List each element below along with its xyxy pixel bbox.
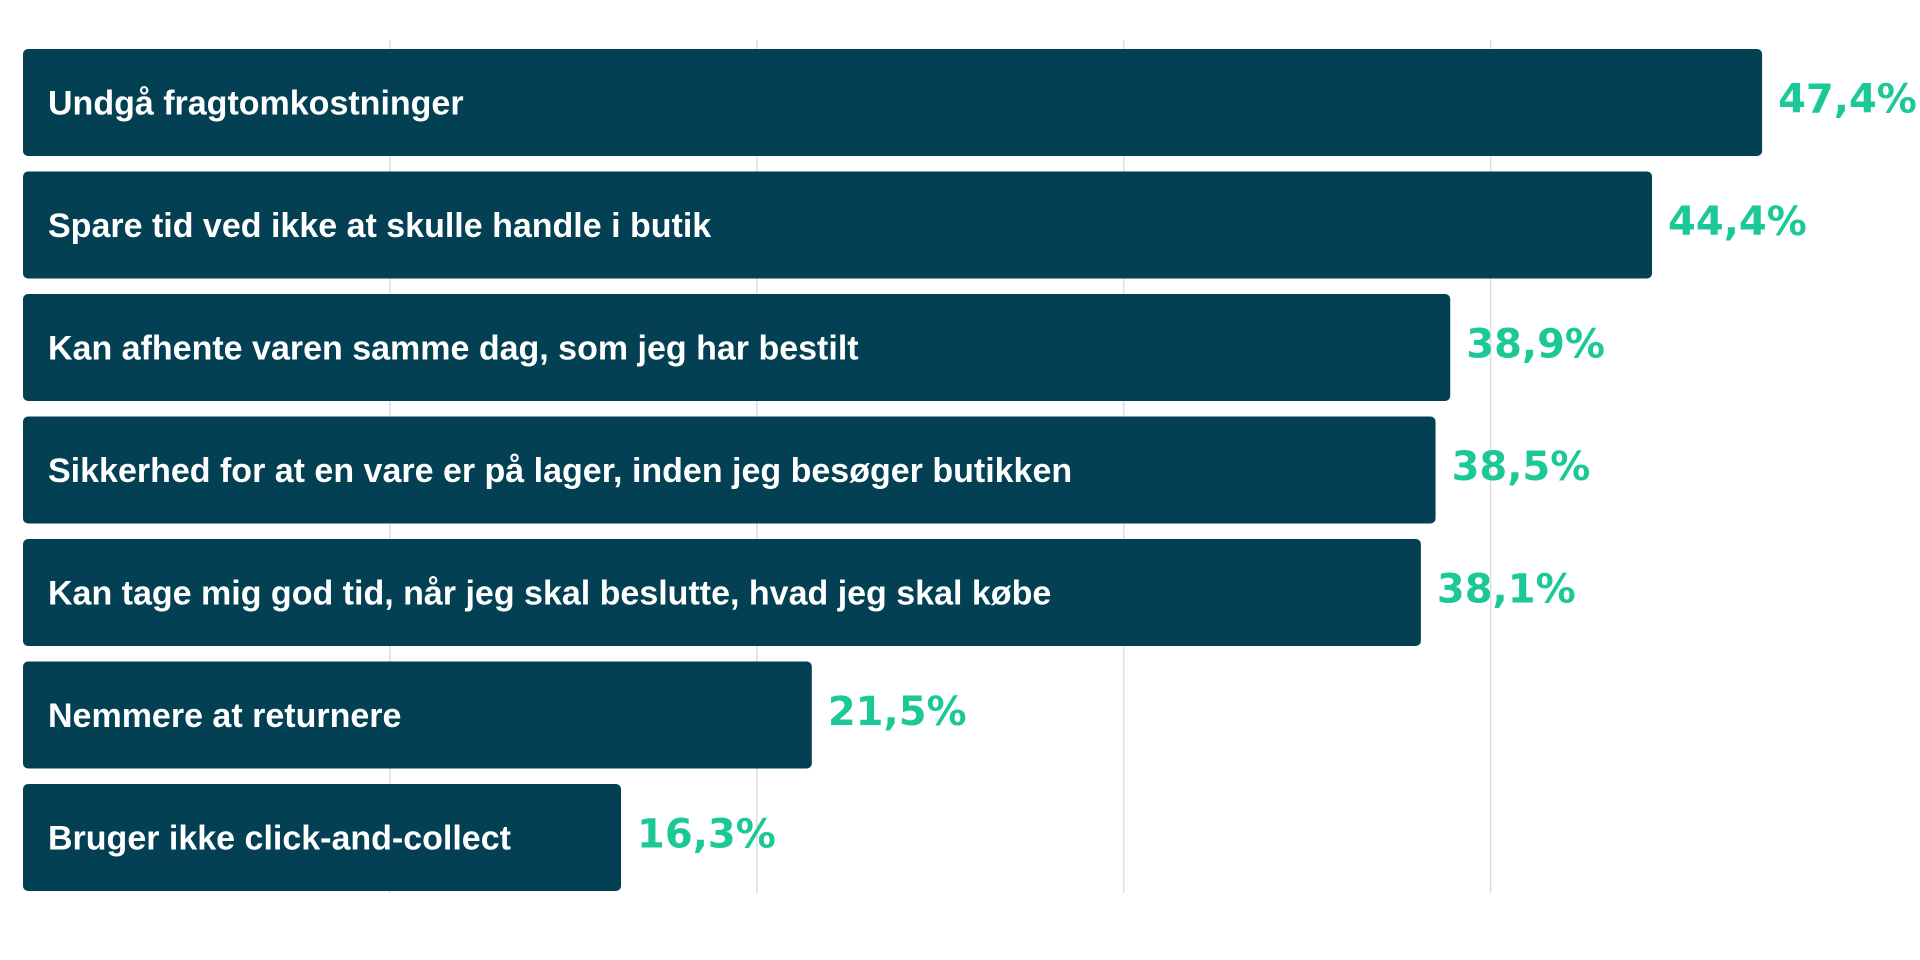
- category-label: Kan tage mig god tid, når jeg skal beslu…: [48, 575, 1051, 613]
- bar: [23, 294, 1451, 401]
- value-label: 16,3%: [637, 812, 776, 858]
- bar-group: Bruger ikke click-and-collect 16,3%: [23, 784, 776, 891]
- value-label: 38,9%: [1466, 322, 1605, 368]
- bar: [23, 784, 622, 891]
- category-label: Kan afhente varen samme dag, som jeg har…: [48, 330, 859, 368]
- bar: [23, 661, 812, 769]
- category-label: Sikkerhed for at en vare er på lager, in…: [48, 452, 1072, 490]
- bar: [23, 171, 1653, 279]
- bar: [23, 49, 1763, 156]
- value-label: 44,4%: [1668, 199, 1807, 245]
- bars: Undgå fragtomkostninger 47,4% Spare tid ve…: [23, 49, 1917, 891]
- bar-group: Undgå fragtomkostninger 47,4%: [23, 49, 1917, 156]
- value-label: 47,4%: [1778, 77, 1917, 123]
- category-label: Spare tid ved ikke at skulle handle i bu…: [48, 207, 711, 245]
- bar: [23, 539, 1421, 646]
- value-label: 38,1%: [1437, 567, 1576, 613]
- bar: [23, 416, 1436, 524]
- category-label: Bruger ikke click-and-collect: [48, 820, 511, 858]
- bar-group: Spare tid ved ikke at skulle handle i bu…: [23, 171, 1807, 279]
- bar-group: Nemmere at returnere 21,5%: [23, 661, 967, 769]
- bar-group: Kan tage mig god tid, når jeg skal beslu…: [23, 539, 1576, 646]
- bar-group: Sikkerhed for at en vare er på lager, in…: [23, 416, 1591, 524]
- category-label: Undgå fragtomkostninger: [48, 85, 464, 123]
- value-label: 38,5%: [1452, 444, 1591, 490]
- bar-group: Kan afhente varen samme dag, som jeg har…: [23, 294, 1605, 401]
- value-label: 21,5%: [828, 689, 967, 735]
- category-label: Nemmere at returnere: [48, 697, 401, 735]
